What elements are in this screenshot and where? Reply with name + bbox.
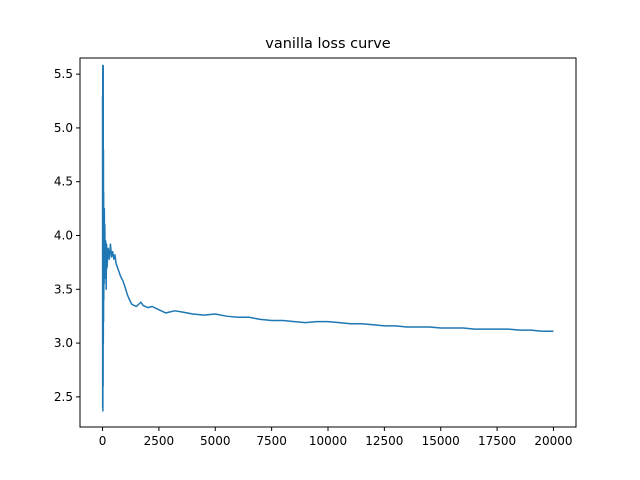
x-tick-label: 17500 (478, 434, 516, 448)
x-axis: 0 2500 5000 7500 10000 12500 15000 17500 20000 (99, 427, 573, 448)
y-tick-label: 5.0 (54, 121, 73, 135)
x-tick-label: 5000 (200, 434, 231, 448)
x-tick-label: 7500 (256, 434, 287, 448)
chart-title: vanilla loss curve (265, 36, 391, 52)
x-tick-label: 12500 (365, 434, 403, 448)
x-tick-label: 10000 (309, 434, 347, 448)
y-tick-label: 3.0 (54, 336, 73, 350)
y-tick-label: 2.5 (54, 390, 73, 404)
loss-series-line-0 (101, 64, 554, 412)
y-tick-label: 4.5 (54, 175, 73, 189)
y-tick-label: 4.0 (54, 229, 73, 243)
plot-area (101, 64, 554, 412)
x-tick-label: 20000 (534, 434, 572, 448)
y-tick-label: 5.5 (54, 67, 73, 81)
x-tick-label: 0 (99, 434, 107, 448)
y-axis: 2.5 3.0 3.5 4.0 4.5 5.0 5.5 (54, 67, 80, 404)
x-tick-label: 2500 (144, 434, 175, 448)
x-tick-label: 15000 (422, 434, 460, 448)
y-tick-label: 3.5 (54, 282, 73, 296)
